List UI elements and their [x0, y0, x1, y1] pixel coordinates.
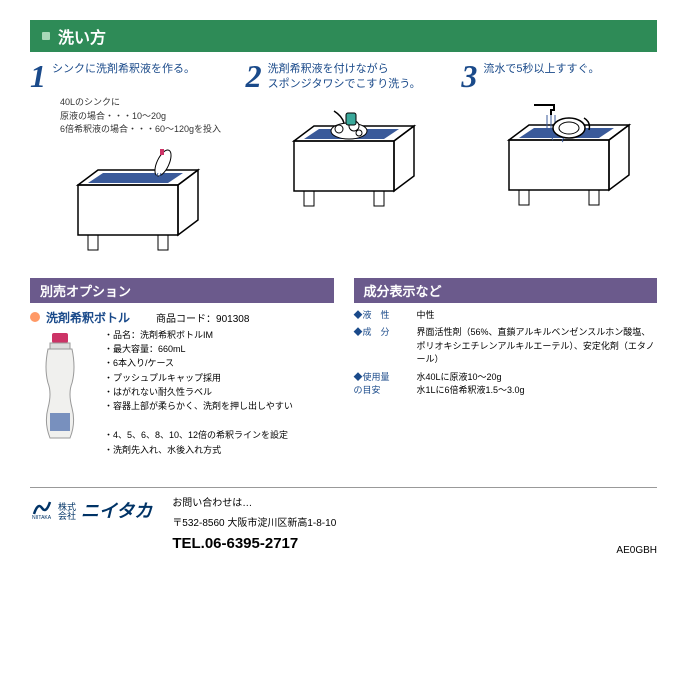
step-title: 洗剤希釈液を付けながら スポンジタワシでこすり洗う。: [268, 60, 421, 93]
ingredient-value: 水40Lに原液10〜20g 水1Lに6倍希釈液1.5〜3.0g: [417, 371, 658, 398]
step-2: 2 洗剤希釈液を付けながら スポンジタワシでこすり洗う。: [246, 60, 442, 258]
step-num: 3: [461, 60, 477, 92]
spec-line: ・洗剤先入れ、水後入れ方式: [104, 443, 293, 457]
ingredient-label: 液 性: [354, 309, 409, 323]
step-num: 2: [246, 60, 262, 92]
tel-label: TEL.: [172, 535, 205, 552]
ingredient-header: 成分表示など: [354, 278, 658, 303]
step-3-illustration: [461, 100, 657, 213]
step-2-illustration: [246, 101, 442, 214]
step-3: 3 流水で5秒以上すすぐ。: [461, 60, 657, 258]
spec-line: ・プッシュプルキャップ採用: [104, 371, 293, 385]
spec-line: ・容器上部が柔らかく、洗剤を押し出しやすい: [104, 399, 293, 413]
ingredient-table: 液 性中性成 分界面活性剤（56%、直鎖アルキルベンゼンスルホン酸塩、ポリオキシ…: [354, 309, 658, 398]
spec-line: ・4、5、6、8、10、12倍の希釈ラインを設定: [104, 428, 293, 442]
ingredient-value: 中性: [417, 309, 658, 323]
step-detail: 40Lのシンクに 原液の場合・・・10〜20g 6倍希釈液の場合・・・60〜12…: [60, 96, 226, 137]
logo-mark-icon: NIITAKA: [30, 496, 54, 523]
steps-row: 1 シンクに洗剤希釈液を作る。 40Lのシンクに 原液の場合・・・10〜20g …: [30, 60, 657, 258]
bottle-illustration: [30, 328, 90, 451]
bottle-code: 901308: [216, 314, 249, 325]
lower-sections: 別売オプション 洗剤希釈ボトル 商品コード：901308 ・品名：洗: [30, 278, 657, 458]
section-title: 洗い方: [58, 24, 106, 48]
spec-line: ・6本入り/ケース: [104, 356, 293, 370]
company-name: ニイタカ: [81, 501, 152, 521]
zip: 〒532-8560: [172, 518, 224, 529]
spec-line: ・はがれない耐久性ラベル: [104, 385, 293, 399]
company-logo: NIITAKA 株式 会社 ニイタカ: [30, 496, 152, 523]
footer: NIITAKA 株式 会社 ニイタカ お問い合わせは… 〒532-8560 大阪…: [30, 487, 657, 556]
code-label: 商品コード：: [156, 314, 216, 325]
step-title: シンクに洗剤希釈液を作る。: [52, 60, 195, 77]
inquiry-label: お問い合わせは…: [172, 496, 336, 512]
bottle-name: 洗剤希釈ボトル: [46, 309, 130, 326]
tel-number: 06-6395-2717: [205, 535, 298, 552]
spec-line: [104, 414, 293, 428]
ingredient-value: 界面活性剤（56%、直鎖アルキルベンゼンスルホン酸塩、ポリオキシエチレンアルキル…: [417, 326, 658, 367]
svg-text:NIITAKA: NIITAKA: [32, 515, 52, 520]
ingredient-label: 使用量 の目安: [354, 371, 409, 398]
spec-line: ・品名：洗剤希釈ボトルIM: [104, 328, 293, 342]
orange-dot-icon: [30, 312, 40, 322]
option-section: 別売オプション 洗剤希釈ボトル 商品コード：901308 ・品名：洗: [30, 278, 334, 458]
step-num: 1: [30, 60, 46, 92]
step-1-illustration: [30, 145, 226, 258]
contact-info: お問い合わせは… 〒532-8560 大阪市淀川区新高1-8-10 TEL.06…: [172, 496, 336, 556]
document-code: AE0GBH: [616, 545, 657, 556]
ingredient-label: 成 分: [354, 326, 409, 367]
step-1: 1 シンクに洗剤希釈液を作る。 40Lのシンクに 原液の場合・・・10〜20g …: [30, 60, 226, 258]
option-header: 別売オプション: [30, 278, 334, 303]
company-prefix: 株式 会社: [58, 503, 76, 521]
spec-line: ・最大容量：660mL: [104, 342, 293, 356]
ingredient-section: 成分表示など 液 性中性成 分界面活性剤（56%、直鎖アルキルベンゼンスルホン酸…: [354, 278, 658, 458]
step-title: 流水で5秒以上すすぐ。: [483, 60, 599, 77]
bottle-specs: ・品名：洗剤希釈ボトルIM・最大容量：660mL・6本入り/ケース・プッシュプル…: [104, 328, 293, 458]
address: 大阪市淀川区新高1-8-10: [227, 518, 336, 529]
section-header: 洗い方: [30, 20, 657, 52]
